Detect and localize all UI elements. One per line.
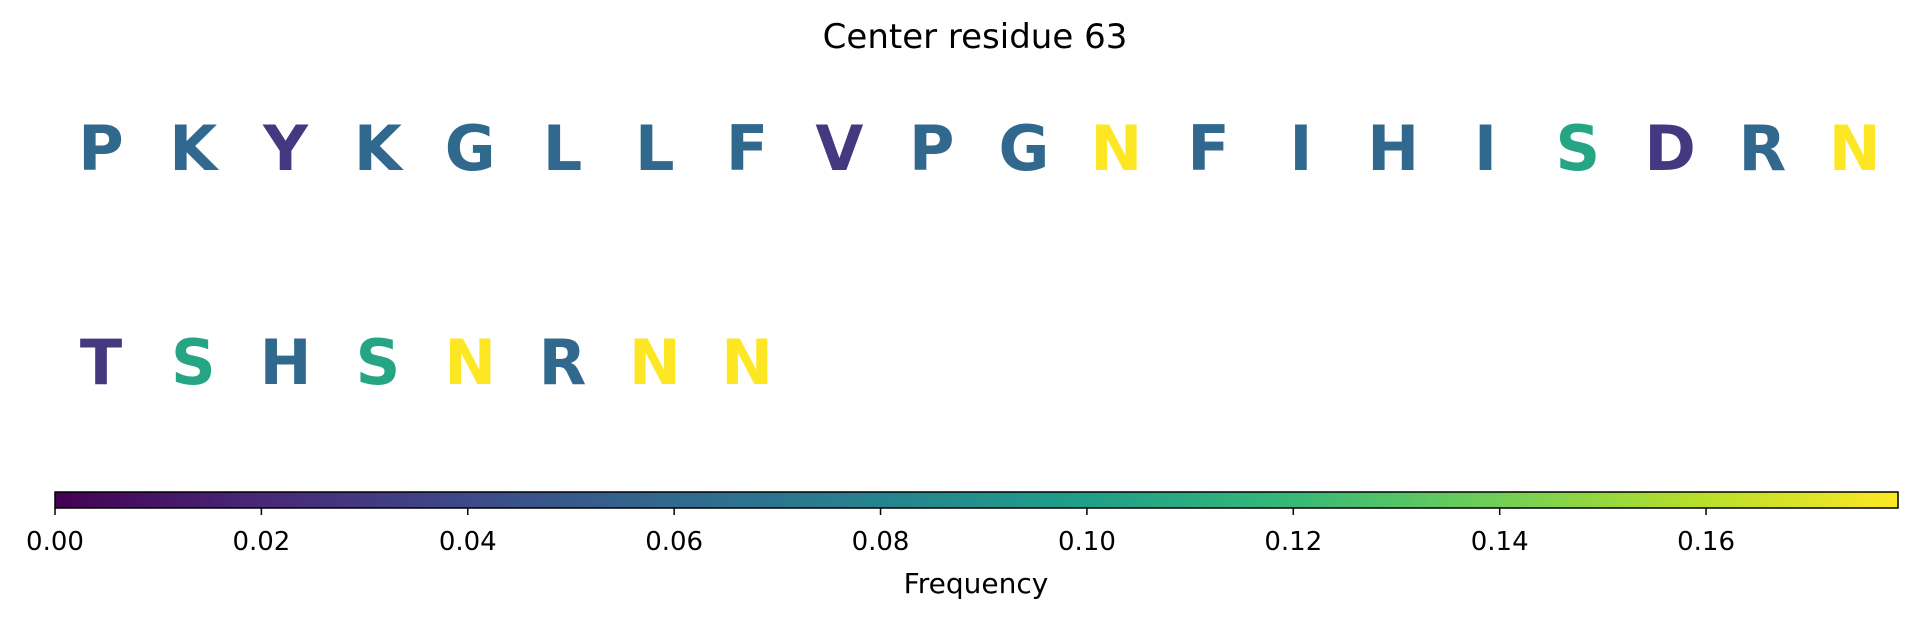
residue-letter: G (999, 112, 1050, 185)
chart-title: Center residue 63 (823, 17, 1128, 57)
residue-letter: S (356, 326, 401, 399)
colorbar-tick-label: 0.02 (232, 527, 290, 557)
colorbar-tick-label: 0.06 (645, 527, 703, 557)
residue-letter: R (1739, 112, 1787, 185)
colorbar-tick-label: 0.12 (1264, 527, 1322, 557)
colorbar-tick-label: 0.14 (1471, 527, 1529, 557)
residue-letter: K (354, 112, 404, 185)
residue-letter: D (1644, 112, 1695, 185)
residue-letter: L (543, 112, 583, 185)
residue-letter: F (1187, 112, 1229, 185)
residue-letter: S (171, 326, 216, 399)
residue-letter: H (260, 326, 312, 399)
residue-letter: L (635, 112, 675, 185)
residue-letter: S (1555, 112, 1600, 185)
residue-letter: N (1090, 112, 1142, 185)
residue-letter: H (1367, 112, 1419, 185)
colorbar-label: Frequency (904, 567, 1049, 600)
colorbar-tick-label: 0.08 (852, 527, 910, 557)
residue-letter: N (629, 326, 681, 399)
residue-letter: N (444, 326, 496, 399)
residue-letter: F (726, 112, 768, 185)
colorbar (54, 491, 1899, 509)
residue-letter: P (78, 112, 123, 185)
residue-letter: R (539, 326, 587, 399)
residue-letter: I (1474, 112, 1497, 185)
residue-letter: V (815, 112, 863, 185)
residue-letters: P K Y K G L L F V P G N F I H I S D R NT S H S N R N N (78, 112, 1880, 399)
colorbar-tick-label: 0.04 (439, 527, 497, 557)
residue-letter: N (1829, 112, 1881, 185)
residue-letter: G (445, 112, 496, 185)
residue-letter: I (1289, 112, 1312, 185)
colorbar-ticks: 0.00 0.02 0.04 0.06 0.08 0.10 0.12 0.14 0.16 (26, 508, 1735, 557)
residue-letter: T (80, 326, 122, 399)
residue-letter: N (721, 326, 773, 399)
colorbar-tick-label: 0.10 (1058, 527, 1116, 557)
residue-letter: P (909, 112, 954, 185)
colorbar-tick-label: 0.00 (26, 527, 84, 557)
colorbar-tick-label: 0.16 (1677, 527, 1735, 557)
residue-letter: Y (262, 112, 309, 185)
residue-letter: K (169, 112, 219, 185)
